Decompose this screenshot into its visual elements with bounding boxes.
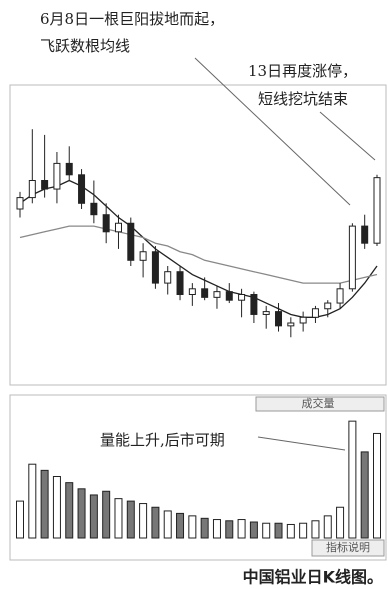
candle-body bbox=[250, 294, 258, 315]
volume-title: 成交量 bbox=[302, 396, 335, 410]
caption: 中国铝业日K线图。 bbox=[243, 568, 383, 587]
volume-bar bbox=[151, 506, 160, 539]
leader-line bbox=[319, 111, 376, 161]
volume-bar bbox=[16, 500, 24, 539]
volume-bar bbox=[52, 476, 61, 539]
volume-bar bbox=[299, 522, 308, 539]
volume-bar bbox=[77, 488, 86, 539]
volume-bar bbox=[126, 500, 135, 539]
volume-bar bbox=[28, 463, 37, 539]
volume-bar bbox=[200, 517, 209, 539]
leader-line bbox=[194, 57, 351, 206]
candle-body bbox=[238, 294, 246, 301]
candle-body bbox=[127, 222, 135, 261]
volume-bar bbox=[114, 498, 123, 539]
candle-body bbox=[324, 302, 332, 310]
candle-body bbox=[336, 288, 344, 304]
candle-body bbox=[188, 288, 196, 295]
candle-body bbox=[151, 251, 159, 284]
candle-body bbox=[361, 225, 369, 244]
candle-body bbox=[53, 162, 61, 190]
candle-body bbox=[299, 316, 307, 324]
volume-bar bbox=[373, 432, 381, 539]
candle-body bbox=[164, 271, 172, 284]
volume-bar bbox=[262, 522, 271, 539]
volume-bar bbox=[102, 490, 111, 539]
volume-bar bbox=[188, 515, 197, 539]
annotation: 短线挖坑结束 bbox=[258, 90, 348, 108]
candle-body bbox=[201, 288, 209, 298]
volume-bar bbox=[323, 515, 332, 539]
volume-bar bbox=[225, 520, 234, 539]
candle-body bbox=[16, 197, 24, 210]
volume-bar bbox=[40, 469, 49, 539]
candle-body bbox=[262, 311, 270, 315]
volume-bar bbox=[348, 420, 357, 539]
annotation: 13日再度涨停， bbox=[248, 62, 357, 80]
volume-bar bbox=[286, 523, 295, 539]
volume-bar bbox=[336, 506, 345, 539]
volume-bar bbox=[274, 522, 283, 539]
volume-bar bbox=[360, 451, 369, 539]
candle-body bbox=[348, 225, 356, 290]
candle-body bbox=[373, 177, 381, 244]
volume-bar bbox=[249, 521, 258, 539]
candle-body bbox=[275, 311, 283, 327]
candle-body bbox=[114, 222, 122, 233]
moving-average bbox=[19, 225, 378, 284]
price-panel bbox=[9, 84, 387, 386]
volume-bar bbox=[311, 520, 320, 539]
candle-body bbox=[311, 308, 319, 318]
volume-bar bbox=[176, 512, 185, 539]
candle-body bbox=[225, 291, 233, 301]
candle-body bbox=[176, 271, 184, 296]
annotation: 飞跃数根均线 bbox=[40, 37, 130, 55]
annotation: 量能上升,后市可期 bbox=[100, 431, 225, 449]
volume-bar bbox=[89, 494, 98, 539]
candle-body bbox=[90, 202, 98, 216]
volume-header bbox=[255, 396, 385, 412]
candle-body bbox=[102, 214, 110, 233]
candle-body bbox=[287, 322, 295, 327]
volume-bar bbox=[163, 510, 172, 539]
candle-body bbox=[65, 162, 73, 176]
indicator-label: 指标说明 bbox=[326, 540, 370, 554]
volume-panel bbox=[9, 394, 387, 561]
candle-body bbox=[78, 174, 86, 204]
candle-body bbox=[28, 180, 36, 199]
volume-bar bbox=[139, 503, 148, 539]
moving-average bbox=[19, 179, 378, 318]
candle-body bbox=[213, 291, 221, 298]
indicator-box bbox=[311, 539, 385, 557]
volume-bar bbox=[65, 482, 74, 539]
candle-body bbox=[41, 180, 49, 190]
volume-bar bbox=[237, 519, 246, 539]
volume-bar bbox=[212, 519, 221, 539]
annotation: 6月8日一根巨阳拔地而起， bbox=[40, 10, 224, 28]
leader-line bbox=[257, 436, 346, 451]
candle-body bbox=[139, 251, 147, 261]
